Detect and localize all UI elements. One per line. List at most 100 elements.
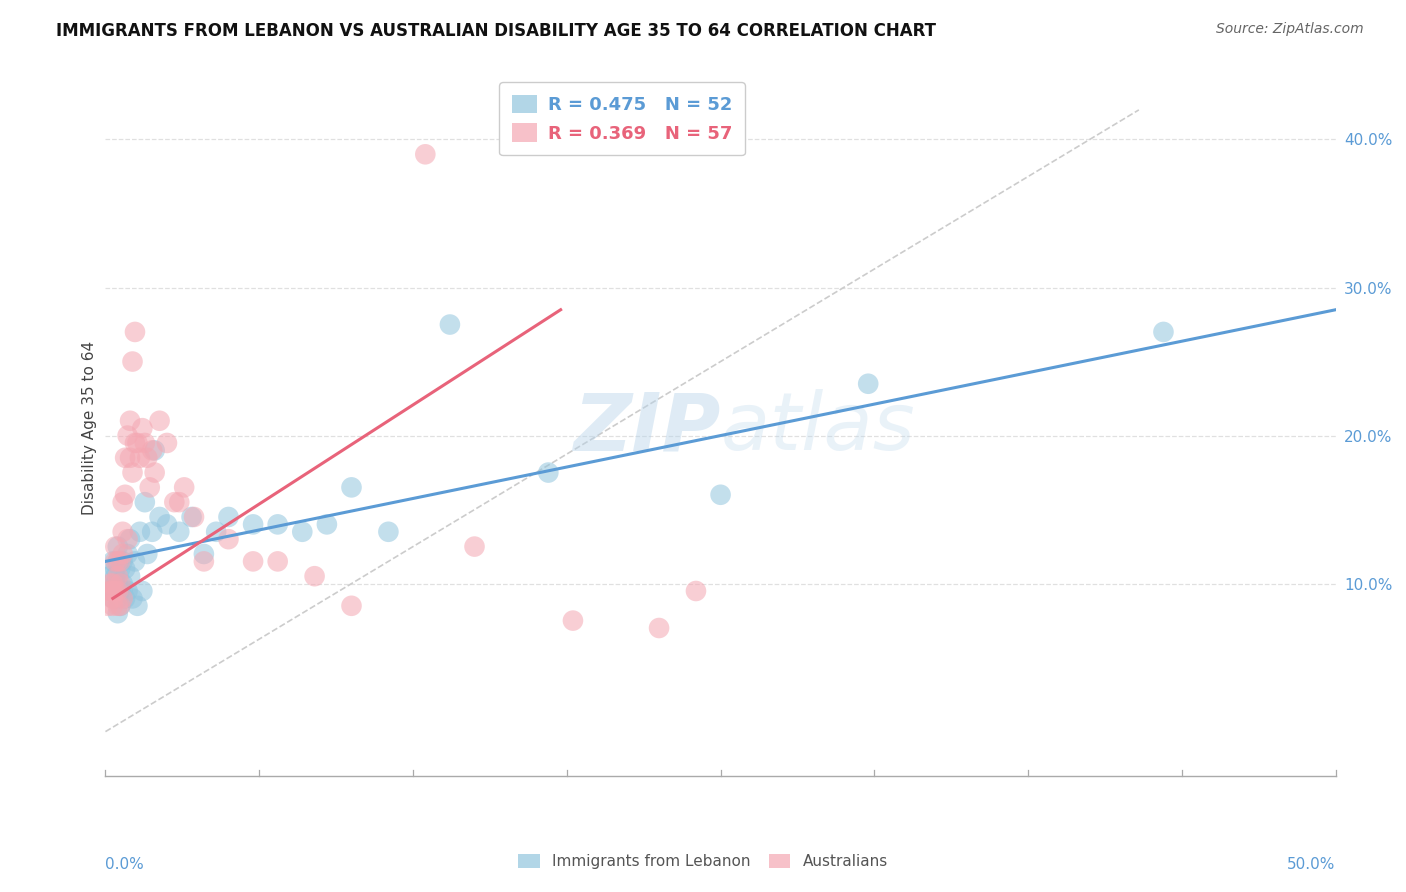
Point xyxy=(134,436,156,450)
Point xyxy=(377,524,399,539)
Point xyxy=(110,584,132,599)
Point xyxy=(340,480,363,494)
Point xyxy=(114,591,136,606)
Point xyxy=(169,524,191,539)
Point xyxy=(104,584,127,599)
Point xyxy=(340,599,363,613)
Point xyxy=(149,510,172,524)
Point xyxy=(107,554,129,568)
Point xyxy=(134,495,156,509)
Point xyxy=(858,376,880,391)
Point xyxy=(415,147,437,161)
Point xyxy=(114,450,136,465)
Point xyxy=(114,562,136,576)
Point xyxy=(537,466,560,480)
Point xyxy=(101,584,124,599)
Point xyxy=(136,450,159,465)
Point xyxy=(173,480,195,494)
Point xyxy=(110,576,132,591)
Point xyxy=(120,450,141,465)
Point xyxy=(98,584,122,599)
Point xyxy=(111,576,134,591)
Point xyxy=(127,599,149,613)
Point xyxy=(107,584,129,599)
Point xyxy=(304,569,326,583)
Point xyxy=(562,614,585,628)
Point xyxy=(98,569,122,583)
Point xyxy=(120,414,141,428)
Point xyxy=(104,576,127,591)
Point xyxy=(114,488,136,502)
Point xyxy=(101,591,124,606)
Y-axis label: Disability Age 35 to 64: Disability Age 35 to 64 xyxy=(82,341,97,516)
Point xyxy=(107,569,129,583)
Point xyxy=(205,524,228,539)
Point xyxy=(110,554,132,568)
Point xyxy=(710,488,733,502)
Point xyxy=(156,436,179,450)
Point xyxy=(111,554,134,568)
Legend: Immigrants from Lebanon, Australians: Immigrants from Lebanon, Australians xyxy=(512,847,894,875)
Point xyxy=(149,414,172,428)
Point xyxy=(129,524,152,539)
Point xyxy=(141,443,163,458)
Point xyxy=(121,354,143,368)
Point xyxy=(648,621,671,635)
Point xyxy=(101,591,124,606)
Point xyxy=(101,599,124,613)
Point xyxy=(169,495,191,509)
Point xyxy=(107,599,129,613)
Point xyxy=(107,606,129,620)
Point xyxy=(107,554,129,568)
Point xyxy=(117,428,139,442)
Point xyxy=(104,569,127,583)
Point xyxy=(111,524,134,539)
Point xyxy=(104,540,127,554)
Point xyxy=(104,584,127,599)
Point xyxy=(111,591,134,606)
Point xyxy=(218,532,240,546)
Point xyxy=(111,584,134,599)
Point xyxy=(107,540,129,554)
Text: 0.0%: 0.0% xyxy=(105,857,145,872)
Point xyxy=(117,532,139,546)
Point xyxy=(101,554,124,568)
Point xyxy=(131,584,153,599)
Text: atlas: atlas xyxy=(721,389,915,467)
Point xyxy=(1153,325,1175,339)
Point xyxy=(242,517,264,532)
Legend: R = 0.475   N = 52, R = 0.369   N = 57: R = 0.475 N = 52, R = 0.369 N = 57 xyxy=(499,82,745,155)
Point xyxy=(110,562,132,576)
Point xyxy=(98,584,122,599)
Point xyxy=(110,599,132,613)
Text: Source: ZipAtlas.com: Source: ZipAtlas.com xyxy=(1216,22,1364,37)
Point xyxy=(117,584,139,599)
Point xyxy=(111,547,134,561)
Point xyxy=(267,554,290,568)
Point xyxy=(104,554,127,568)
Point xyxy=(121,591,143,606)
Point xyxy=(141,524,163,539)
Point xyxy=(218,510,240,524)
Point xyxy=(242,554,264,568)
Point xyxy=(143,466,166,480)
Point xyxy=(124,554,146,568)
Text: IMMIGRANTS FROM LEBANON VS AUSTRALIAN DISABILITY AGE 35 TO 64 CORRELATION CHART: IMMIGRANTS FROM LEBANON VS AUSTRALIAN DI… xyxy=(56,22,936,40)
Point xyxy=(267,517,290,532)
Point xyxy=(193,547,215,561)
Point xyxy=(163,495,186,509)
Point xyxy=(193,554,215,568)
Point xyxy=(117,547,139,561)
Point xyxy=(439,318,461,332)
Text: ZIP: ZIP xyxy=(574,389,721,467)
Point xyxy=(98,576,122,591)
Point xyxy=(156,517,179,532)
Point xyxy=(127,436,149,450)
Point xyxy=(101,584,124,599)
Point xyxy=(104,562,127,576)
Point xyxy=(101,576,124,591)
Point xyxy=(136,547,159,561)
Point xyxy=(124,436,146,450)
Point xyxy=(124,325,146,339)
Point xyxy=(464,540,486,554)
